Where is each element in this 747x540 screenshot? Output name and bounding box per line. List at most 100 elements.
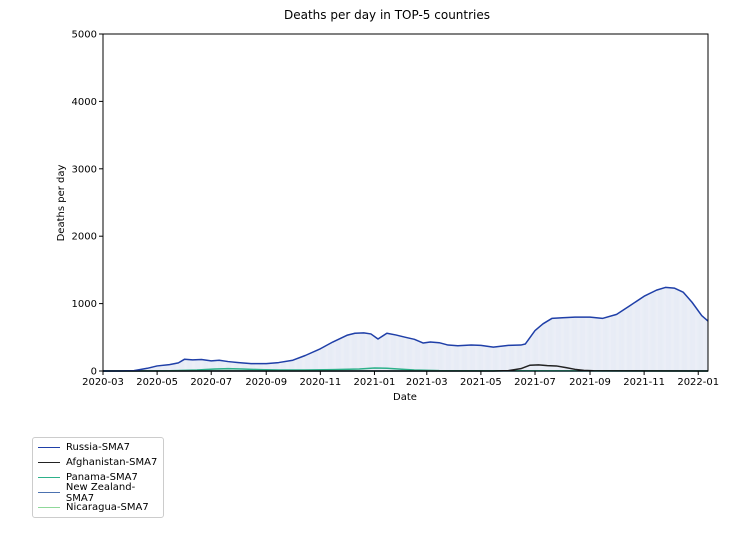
bar bbox=[276, 362, 278, 371]
bar bbox=[638, 299, 640, 371]
bar bbox=[313, 351, 315, 371]
bar bbox=[177, 363, 178, 371]
bar bbox=[498, 346, 499, 371]
bar bbox=[554, 318, 555, 371]
bar bbox=[528, 339, 530, 371]
bar bbox=[165, 364, 167, 371]
bar bbox=[218, 360, 219, 371]
y-tick-label: 4000 bbox=[72, 97, 97, 108]
bar bbox=[319, 349, 320, 371]
bar bbox=[307, 354, 309, 371]
bar bbox=[380, 337, 381, 371]
bar bbox=[172, 363, 174, 371]
bar bbox=[650, 293, 651, 371]
bar bbox=[410, 338, 412, 371]
bar bbox=[604, 317, 606, 371]
bar bbox=[203, 359, 205, 371]
bar bbox=[559, 317, 561, 371]
bar bbox=[497, 346, 499, 371]
bar bbox=[493, 346, 495, 371]
bar bbox=[187, 359, 189, 371]
bar bbox=[608, 316, 609, 371]
bar bbox=[304, 355, 306, 371]
bar bbox=[699, 313, 701, 371]
bar bbox=[417, 340, 419, 371]
bar bbox=[494, 346, 496, 371]
bar bbox=[249, 363, 251, 371]
bar bbox=[421, 342, 422, 371]
bar bbox=[396, 335, 397, 371]
bar bbox=[337, 339, 339, 371]
bar bbox=[603, 317, 605, 371]
bar bbox=[295, 359, 296, 371]
bar bbox=[370, 333, 372, 371]
bar bbox=[485, 346, 487, 371]
bar bbox=[558, 317, 560, 371]
bar bbox=[206, 360, 208, 371]
bar bbox=[227, 361, 229, 371]
bar bbox=[697, 310, 699, 371]
bar bbox=[398, 335, 399, 371]
bar bbox=[637, 300, 639, 371]
x-tick-label: 2021-05 bbox=[460, 377, 502, 388]
bar bbox=[662, 288, 664, 371]
bar bbox=[521, 344, 523, 371]
bar bbox=[688, 298, 689, 371]
bar bbox=[318, 349, 319, 371]
bar bbox=[265, 363, 267, 371]
bar bbox=[644, 295, 646, 371]
bar bbox=[679, 290, 680, 371]
bar bbox=[596, 317, 598, 371]
bar bbox=[409, 338, 411, 371]
bar bbox=[143, 368, 145, 371]
bar bbox=[440, 343, 442, 371]
bar bbox=[302, 356, 303, 371]
bar bbox=[182, 360, 184, 371]
bar bbox=[303, 356, 304, 371]
bar bbox=[372, 335, 373, 371]
bar bbox=[348, 334, 350, 371]
legend-label: Panama-SMA7 bbox=[66, 472, 138, 483]
bar bbox=[639, 299, 641, 371]
bar bbox=[261, 363, 263, 371]
bar bbox=[561, 317, 562, 371]
bar bbox=[579, 317, 580, 371]
bar bbox=[388, 333, 389, 371]
bar bbox=[508, 345, 509, 371]
bar bbox=[577, 317, 578, 371]
bar bbox=[238, 362, 240, 371]
bar bbox=[484, 345, 485, 371]
bar bbox=[146, 368, 147, 371]
bar bbox=[152, 367, 153, 371]
bar bbox=[563, 317, 564, 371]
bar bbox=[404, 337, 405, 371]
bar bbox=[548, 320, 549, 371]
bar bbox=[368, 333, 370, 371]
bar bbox=[211, 360, 213, 371]
bar bbox=[269, 363, 271, 371]
bar bbox=[379, 337, 381, 371]
bar bbox=[278, 362, 279, 371]
legend-item: Russia-SMA7 bbox=[33, 440, 163, 455]
bar bbox=[533, 331, 535, 371]
bar bbox=[495, 346, 497, 371]
bar bbox=[351, 334, 352, 371]
bar bbox=[446, 344, 448, 371]
bar bbox=[617, 313, 618, 371]
bar bbox=[364, 333, 366, 371]
bar bbox=[439, 342, 441, 371]
bar bbox=[280, 362, 282, 371]
bar bbox=[273, 363, 274, 371]
bar bbox=[367, 333, 368, 371]
bar bbox=[430, 342, 431, 371]
bar bbox=[159, 365, 161, 371]
bar bbox=[661, 288, 663, 371]
bar bbox=[251, 363, 253, 371]
bar bbox=[375, 337, 377, 371]
bar bbox=[178, 362, 179, 371]
bar bbox=[147, 368, 148, 371]
bar bbox=[202, 359, 203, 371]
bar bbox=[242, 362, 244, 371]
bar bbox=[391, 334, 393, 371]
bar bbox=[433, 342, 435, 371]
